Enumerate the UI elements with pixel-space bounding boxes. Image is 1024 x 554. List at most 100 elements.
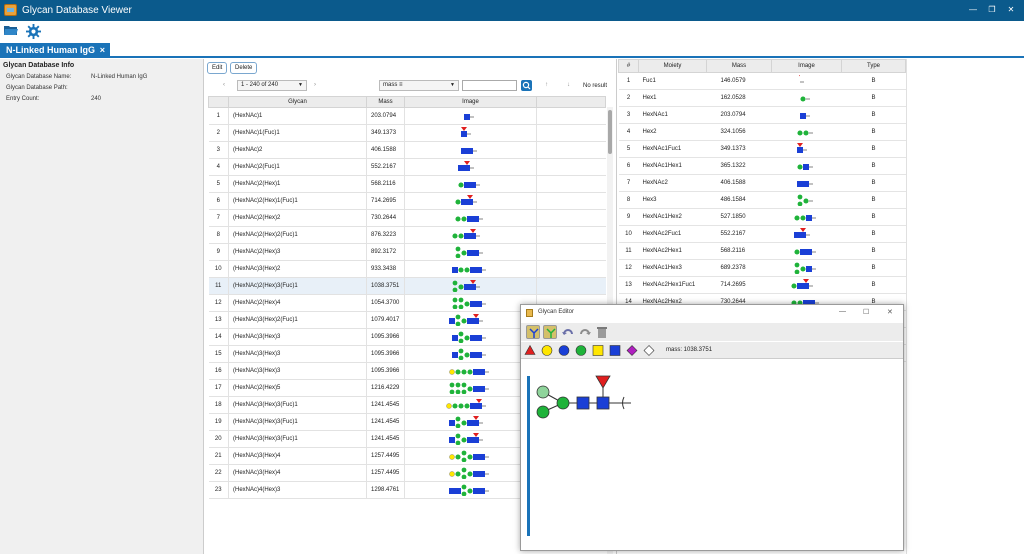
- open-folder-icon[interactable]: [4, 25, 18, 36]
- glycan-mass: 1298.4761: [366, 481, 405, 499]
- hex-symbol: [454, 369, 461, 375]
- glycan-table-row[interactable]: 23 (HexNAc)4(Hex)3 1298.4761: [208, 481, 606, 499]
- galactose-circle-icon[interactable]: [541, 345, 553, 356]
- moiety-table-row[interactable]: 4 Hex2 324.1056 B: [618, 123, 906, 141]
- hexnac-symbol: [478, 454, 485, 460]
- galnac-square-icon[interactable]: [592, 345, 604, 356]
- editor-close-icon[interactable]: ✕: [887, 309, 893, 316]
- empty-diamond-icon[interactable]: [643, 345, 655, 356]
- glycan-structure[interactable]: [521, 360, 903, 550]
- moiety-table-row[interactable]: 13 HexNAc2Hex1Fuc1 714.2695 B: [618, 276, 906, 294]
- moiety-table-row[interactable]: 2 Hex1 162.0528 B: [618, 89, 906, 107]
- glycan-table-row[interactable]: 5 (HexNAc)2(Hex)1 568.2116: [208, 175, 606, 193]
- column-header-mass[interactable]: Mass: [706, 59, 772, 73]
- moiety-table-row[interactable]: 8 Hex3 486.1584 B: [618, 191, 906, 209]
- glycan-table-row[interactable]: 11 (HexNAc)2(Hex)3(Fuc)1 1038.3751: [208, 277, 606, 295]
- column-header-index[interactable]: #: [618, 59, 639, 73]
- palette-shapes: [524, 344, 655, 356]
- glycan-table-row[interactable]: 9 (HexNAc)2(Hex)3 892.3172: [208, 243, 606, 261]
- add-branch-icon[interactable]: [526, 325, 540, 339]
- sort-field-select[interactable]: mass ≡ ▼: [379, 80, 459, 91]
- column-header-empty: [536, 96, 606, 108]
- moiety-table-row[interactable]: 7 HexNAc2 406.1588 B: [618, 174, 906, 192]
- info-label: Glycan Database Name:: [6, 74, 72, 80]
- moiety-type: B: [841, 242, 906, 260]
- tab-close-icon[interactable]: ×: [99, 45, 105, 55]
- column-header-image[interactable]: Image: [771, 59, 842, 73]
- arrow-down-icon[interactable]: ↓: [567, 82, 570, 88]
- glycan-mass: 568.2116: [366, 175, 405, 193]
- close-window-icon[interactable]: ✕: [1007, 5, 1015, 14]
- hex-symbol: [466, 488, 473, 494]
- column-header-type[interactable]: Type: [841, 59, 906, 73]
- hex-symbol: [454, 454, 461, 460]
- hexnac-symbol: [469, 335, 476, 341]
- glycan-table-row[interactable]: 6 (HexNAc)2(Hex)1(Fuc)1 714.2695: [208, 192, 606, 210]
- glycan-composition: (HexNAc)3(Hex)3: [228, 345, 367, 363]
- undo-icon[interactable]: [561, 325, 575, 339]
- settings-gear-icon[interactable]: [26, 24, 41, 39]
- scrollbar-thumb[interactable]: [608, 110, 612, 154]
- delete-button[interactable]: Delete: [230, 62, 258, 74]
- fucose-triangle-icon[interactable]: [524, 344, 536, 355]
- column-header-moiety[interactable]: Moiety: [638, 59, 707, 73]
- moiety-name: Hex3: [638, 191, 707, 209]
- column-header-mass[interactable]: Mass: [366, 96, 405, 108]
- row-index: 17: [208, 379, 229, 397]
- hexnac-symbol: [466, 318, 473, 324]
- hex-symbol: [458, 355, 463, 361]
- row-index: 3: [618, 106, 639, 124]
- page-range-select[interactable]: 1 - 240 of 240 ▼: [237, 80, 307, 91]
- trash-icon[interactable]: [595, 325, 609, 339]
- glycan-table-row[interactable]: 7 (HexNAc)2(Hex)2 730.2644: [208, 209, 606, 227]
- glycan-table-row[interactable]: 2 (HexNAc)1(Fuc)1 349.1373: [208, 124, 606, 142]
- arrow-up-icon[interactable]: ↑: [545, 82, 548, 88]
- glcnac-square-icon[interactable]: [609, 345, 621, 356]
- empty-cell: [536, 209, 606, 227]
- moiety-table-row[interactable]: 1 Fuc1 146.0579 B: [618, 72, 906, 90]
- hexnac-symbol: [475, 301, 482, 307]
- editor-maximize-icon[interactable]: ☐: [863, 309, 870, 316]
- mannose-circle-icon[interactable]: [558, 345, 570, 356]
- glycan-composition: (HexNAc)3(Hex)3(Fuc)1: [228, 413, 367, 431]
- prev-page-icon[interactable]: ‹: [223, 82, 225, 88]
- glycan-table-row[interactable]: 3 (HexNAc)2 406.1588: [208, 141, 606, 159]
- restore-icon[interactable]: ❐: [988, 5, 996, 14]
- moiety-table-row[interactable]: 3 HexNAc1 203.0794 B: [618, 106, 906, 124]
- moiety-table-row[interactable]: 12 HexNAc1Hex3 689.2378 B: [618, 259, 906, 277]
- minimize-icon[interactable]: —: [969, 5, 977, 14]
- glycan-editor-window: Glycan Editor — ☐ ✕ mass: 1038.3751: [520, 304, 904, 551]
- moiety-table-row[interactable]: 5 HexNAc1Fuc1 349.1373 B: [618, 140, 906, 158]
- column-header-image[interactable]: Image: [404, 96, 537, 108]
- fuc-symbol: [475, 399, 482, 403]
- editor-minimize-icon[interactable]: —: [839, 308, 846, 315]
- glycan-drawing-canvas[interactable]: [521, 360, 903, 550]
- database-info-panel: Glycan Database Info Glycan Database Nam…: [0, 59, 204, 554]
- moiety-table-row[interactable]: 11 HexNAc2Hex1 568.2116 B: [618, 242, 906, 260]
- search-button[interactable]: [521, 80, 532, 91]
- moiety-table-row[interactable]: 6 HexNAc1Hex1 365.1322 B: [618, 157, 906, 175]
- hex-symbol: [461, 389, 466, 395]
- search-result-status: No result: [583, 83, 608, 89]
- glycan-table-row[interactable]: 8 (HexNAc)2(Hex)2(Fuc)1 876.3223: [208, 226, 606, 244]
- app-title: Glycan Database Viewer: [22, 5, 132, 16]
- search-input[interactable]: [462, 80, 517, 91]
- neuac-diamond-icon[interactable]: [626, 345, 638, 356]
- glycan-table-row[interactable]: 10 (HexNAc)3(Hex)2 933.3438: [208, 260, 606, 278]
- glucose-circle-icon[interactable]: [575, 345, 587, 356]
- glycan-mass: 1257.4495: [366, 464, 405, 482]
- add-antenna-icon[interactable]: [543, 325, 557, 339]
- glycan-table-row[interactable]: 4 (HexNAc)2(Fuc)1 552.2167: [208, 158, 606, 176]
- redo-icon[interactable]: [578, 325, 592, 339]
- glycan-table-row[interactable]: 1 (HexNAc)1 203.0794: [208, 107, 606, 125]
- moiety-table-row[interactable]: 9 HexNAc1Hex2 527.1850 B: [618, 208, 906, 226]
- hexnac-symbol: [466, 148, 473, 154]
- glycan-table-row[interactable]: 12 (HexNAc)2(Hex)4 1054.3700: [208, 294, 606, 312]
- moiety-table-row[interactable]: 10 HexNAc2Fuc1 552.2167 B: [618, 225, 906, 243]
- next-page-icon[interactable]: ›: [314, 82, 316, 88]
- empty-cell: [536, 260, 606, 278]
- edit-button[interactable]: Edit: [207, 62, 228, 74]
- tab-n-linked-human-igg[interactable]: N-Linked Human IgG ×: [0, 43, 110, 58]
- column-header-glycan[interactable]: Glycan: [228, 96, 367, 108]
- column-header-index[interactable]: [208, 96, 229, 108]
